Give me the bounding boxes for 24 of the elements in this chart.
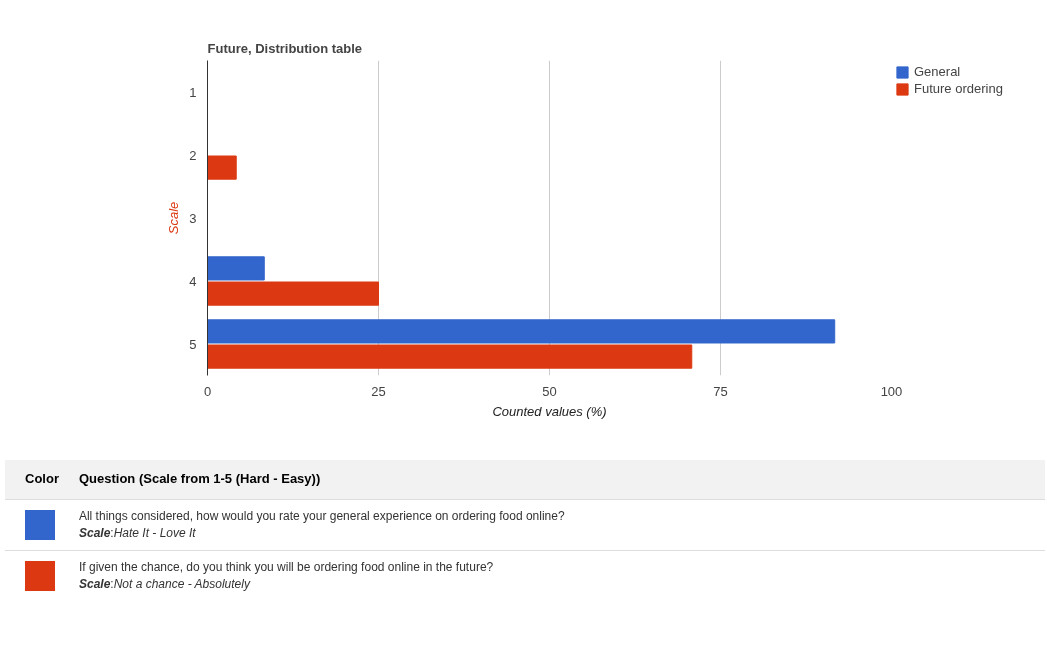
x-axis-title: Counted values (%): [492, 403, 607, 419]
text: If given the chance, do you think you will be ordering food online in the future?: [78, 559, 494, 574]
bar: [207, 155, 237, 180]
chart-title: Future, Distribution table: [207, 40, 363, 56]
legend-label: General: [914, 64, 961, 79]
y-tick-label: 4: [189, 273, 197, 289]
x-tick-label: 25: [371, 383, 386, 399]
x-tick-label: 100: [880, 383, 903, 399]
x-tick-label: 50: [542, 383, 557, 399]
x-tick-label: 0: [203, 383, 212, 399]
text: Scale:Hate It - Love It: [78, 525, 196, 540]
bar: [207, 256, 265, 281]
legend-label: Future ordering: [914, 81, 1003, 96]
y-tick-label: 3: [189, 210, 197, 226]
y-tick-label: 2: [189, 147, 197, 163]
bar: [207, 319, 836, 344]
y-tick-label: 1: [189, 84, 197, 100]
y-tick-label: 5: [189, 336, 197, 352]
text: All things considered, how would you rate your general experience on ordering food online?: [78, 508, 565, 523]
bar: [207, 281, 379, 306]
text: Scale:Not a chance - Absolutely: [78, 576, 250, 591]
bar: [207, 344, 693, 369]
x-tick-label: 75: [713, 383, 728, 399]
y-axis-title: Scale: [166, 201, 182, 235]
